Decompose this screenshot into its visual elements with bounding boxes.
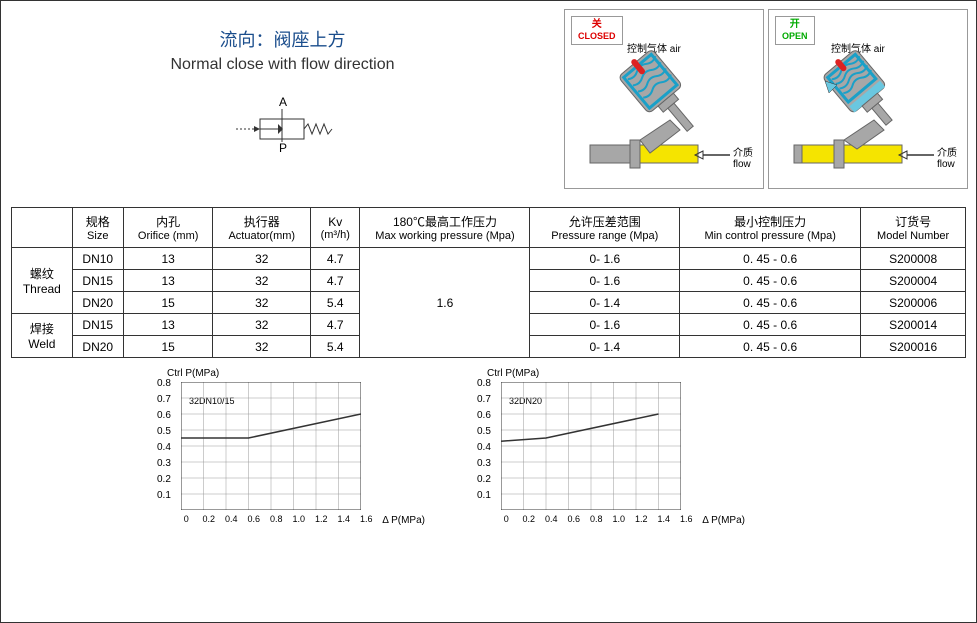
flow-direction-en: Normal close with flow direction	[1, 56, 564, 74]
table-row: 螺纹Thread DN10 13 32 4.7 1.6 0- 1.6 0. 45…	[12, 248, 966, 270]
flow-direction-cn: 流向：阀座上方	[1, 26, 564, 52]
chart1-svg	[181, 382, 361, 510]
col-conn	[12, 208, 73, 248]
top-section: 流向：阀座上方 Normal close with flow direction…	[1, 1, 976, 201]
chart-32dn10-15: Ctrl P(MPa) 32DN10/15 0.80.70.60.50.40.3…	[141, 368, 401, 538]
chart1-xlabel: Δ P(MPa)	[382, 515, 425, 526]
col-range: 允许压差范围Pressure range (Mpa)	[530, 208, 680, 248]
table-body: 螺纹Thread DN10 13 32 4.7 1.6 0- 1.6 0. 45…	[12, 248, 966, 358]
diagram-open: 开 OPEN 控制气体 air 介质 flow	[768, 9, 968, 189]
col-maxp: 180℃最高工作压力Max working pressure (Mpa)	[360, 208, 530, 248]
table-header-row: 规格Size 内孔Orifice (mm) 执行器Actuator(mm) Kv…	[12, 208, 966, 248]
col-minctrl: 最小控制压力Min control pressure (Mpa)	[680, 208, 861, 248]
col-size: 规格Size	[72, 208, 123, 248]
max-pressure-cell: 1.6	[360, 248, 530, 358]
chart2-xticks: 00.20.40.60.81.01.21.41.6	[495, 514, 698, 524]
open-label: 开 OPEN	[775, 16, 815, 45]
chart2-yticks: 0.80.70.60.50.40.30.20.1	[477, 376, 491, 520]
diagram-closed: 关 CLOSED 控制气体 air 介质 flow	[564, 9, 764, 189]
chart2-xlabel: Δ P(MPa)	[702, 515, 745, 526]
group-thread: 螺纹Thread	[12, 248, 73, 314]
pneumatic-symbol: A P	[228, 94, 338, 159]
symbol-a-label: A	[278, 95, 286, 109]
col-model: 订货号Model Number	[861, 208, 966, 248]
valve-closed-drawing	[585, 45, 745, 175]
closed-label: 关 CLOSED	[571, 16, 623, 45]
flow-direction-block: 流向：阀座上方 Normal close with flow direction…	[1, 1, 564, 201]
chart2-ylabel: Ctrl P(MPa)	[487, 368, 539, 379]
symbol-p-label: P	[278, 141, 286, 154]
charts-section: Ctrl P(MPa) 32DN10/15 0.80.70.60.50.40.3…	[141, 368, 976, 538]
col-actuator: 执行器Actuator(mm)	[213, 208, 311, 248]
chart1-yticks: 0.80.70.60.50.40.30.20.1	[157, 376, 171, 520]
chart-32dn20: Ctrl P(MPa) 32DN20 0.80.70.60.50.40.30.2…	[461, 368, 721, 538]
col-orifice: 内孔Orifice (mm)	[123, 208, 213, 248]
valve-open-drawing	[789, 45, 949, 175]
valve-diagrams: 关 CLOSED 控制气体 air 介质 flow	[564, 1, 976, 201]
col-kv: Kv(m³/h)	[311, 208, 360, 248]
datasheet-page: 流向：阀座上方 Normal close with flow direction…	[0, 0, 977, 623]
chart1-xticks: 00.20.40.60.81.01.21.41.6	[175, 514, 378, 524]
chart1-ylabel: Ctrl P(MPa)	[167, 368, 219, 379]
chart2-svg	[501, 382, 681, 510]
group-weld: 焊接Weld	[12, 314, 73, 358]
spec-table: 规格Size 内孔Orifice (mm) 执行器Actuator(mm) Kv…	[11, 207, 966, 358]
